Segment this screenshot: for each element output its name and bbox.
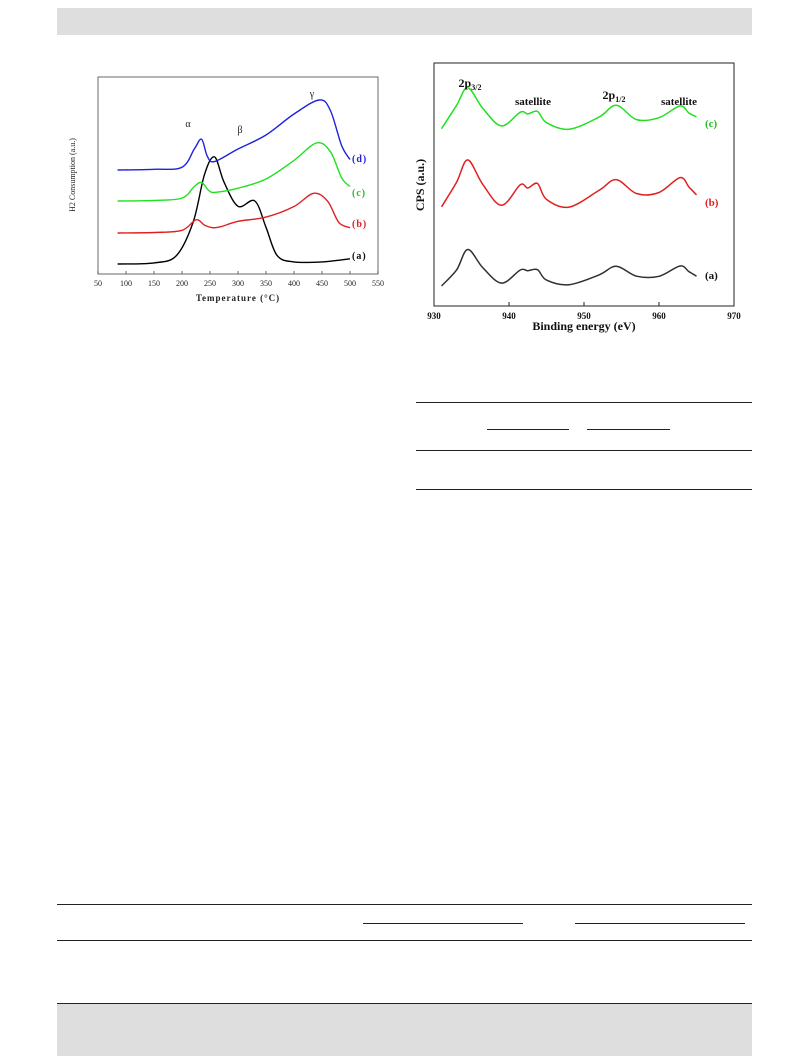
xps-series-label-c: (c) <box>705 118 718 130</box>
tpr-chart: 50 100 150 200 250 300 350 400 450 500 550 Tempera… <box>68 76 384 303</box>
xps-y-axis-label: CPS (a.u.) <box>413 159 427 211</box>
table1-bottom-rule <box>416 489 752 490</box>
tpr-series-label-d: (d) <box>352 154 367 165</box>
xps-chart: 930 940 950 960 970 Binding energy (eV) CPS … <box>413 62 741 333</box>
tpr-x-tick-label-9: 500 <box>344 279 356 288</box>
xps-series-a-line <box>440 248 697 287</box>
tpr-x-tick-label-0: 50 <box>94 279 102 288</box>
table1-group-rule-1 <box>487 429 569 430</box>
xps-x-axis-label: Binding energy (eV) <box>532 319 635 333</box>
tpr-series-label-b: (b) <box>352 219 367 230</box>
tpr-series-label-a: (a) <box>352 251 367 262</box>
tpr-peak-gamma: γ <box>309 89 315 100</box>
tpr-x-tick-label-5: 300 <box>232 279 244 288</box>
tpr-series <box>117 99 351 265</box>
table2-top-rule <box>57 904 752 905</box>
table1-top-rule <box>416 402 752 403</box>
xps-x-tick-label-1: 940 <box>502 311 516 321</box>
xps-peak-2p32: 2p3/2 <box>459 76 482 92</box>
table1-mid-rule <box>416 450 752 451</box>
table2-mid-rule <box>57 940 752 941</box>
table2-group-rule-1 <box>363 923 523 924</box>
xps-satellite-1: satellite <box>515 96 551 108</box>
tpr-x-tick-label-3: 200 <box>176 279 188 288</box>
xps-peak-2p12: 2p1/2 <box>603 88 626 104</box>
tpr-x-tick-label-6: 350 <box>260 279 272 288</box>
xps-x-tick-label-3: 960 <box>652 311 666 321</box>
table2-group-rule-2 <box>575 923 745 924</box>
table1-group-rule-2 <box>587 429 670 430</box>
header-band <box>57 8 752 35</box>
xps-x-tick-label-4: 970 <box>727 311 741 321</box>
xps-x-ticks: 930 940 950 960 970 <box>427 302 741 321</box>
xps-x-tick-label-2: 950 <box>577 311 591 321</box>
tpr-peak-beta: β <box>237 125 242 136</box>
xps-x-tick-label-0: 930 <box>427 311 441 321</box>
tpr-series-b-line <box>117 192 351 234</box>
xps-series <box>440 86 698 287</box>
xps-series-b-line <box>440 159 698 209</box>
tpr-x-tick-label-4: 250 <box>204 279 216 288</box>
tpr-x-tick-label-8: 450 <box>316 279 328 288</box>
tpr-x-axis-label: Temperature (°C) <box>196 293 280 303</box>
tpr-x-tick-label-2: 150 <box>148 279 160 288</box>
tpr-x-tick-label-1: 100 <box>120 279 132 288</box>
tpr-x-ticks: 50 100 150 200 250 300 350 400 450 500 550 <box>94 271 384 288</box>
xps-series-label-b: (b) <box>705 197 719 209</box>
tpr-plot-frame <box>97 76 379 275</box>
tpr-x-tick-label-7: 400 <box>288 279 300 288</box>
xps-series-label-a: (a) <box>705 270 718 282</box>
tpr-series-d-line <box>117 99 351 171</box>
tpr-series-a-line <box>117 156 351 265</box>
tpr-peak-alpha: α <box>185 119 191 130</box>
tpr-series-c-line <box>117 142 351 202</box>
tpr-y-axis-label: H2 Consumption (a.u.) <box>68 138 77 212</box>
footer-band <box>57 1003 752 1056</box>
xps-series-c-line <box>440 86 697 131</box>
tpr-x-tick-label-10: 550 <box>372 279 384 288</box>
xps-satellite-2: satellite <box>661 96 697 108</box>
tpr-series-label-c: (c) <box>352 188 366 199</box>
